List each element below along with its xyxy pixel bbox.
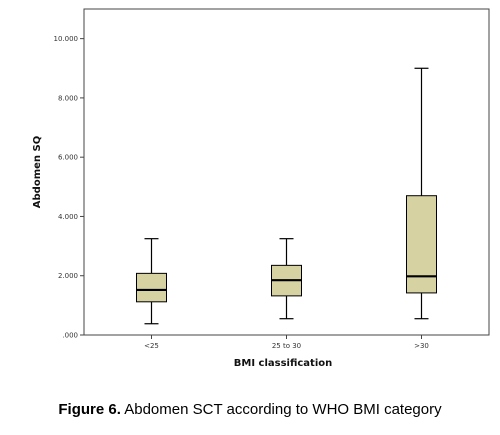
box-1 [136,238,167,325]
figure-caption-text: Abdomen SCT according to WHO BMI categor… [120,401,442,418]
y-tick-label: 10.000 [54,35,79,43]
boxes-group [136,67,437,325]
y-tick-label: 4.000 [58,213,78,221]
y-tick-label: 8.000 [58,94,78,102]
x-axis-title: BMI classification [234,358,333,369]
iqr-box [136,272,167,303]
figure-caption: Figure 6. Abdomen SCT according to WHO B… [0,401,500,418]
box-3 [406,67,437,320]
x-tick-label: 25 to 30 [272,342,301,350]
iqr-box [406,195,437,294]
y-axis-title: Abdomen SQ [32,136,43,208]
y-tick-label: 2.000 [58,272,78,280]
y-tick-label: .000 [62,332,78,340]
boxplot-chart: .000 2.000 4.000 6.000 8.000 10.000 <25 25 to … [32,8,490,369]
x-tick-label: >30 [414,342,429,350]
box-2 [271,238,302,320]
x-tick-label: <25 [144,342,159,350]
y-tick-label: 6.000 [58,154,78,162]
x-axis: <25 25 to 30 >30 [144,335,429,350]
figure-label: Figure 6. [58,401,121,418]
y-axis: .000 2.000 4.000 6.000 8.000 10.000 [54,35,84,340]
